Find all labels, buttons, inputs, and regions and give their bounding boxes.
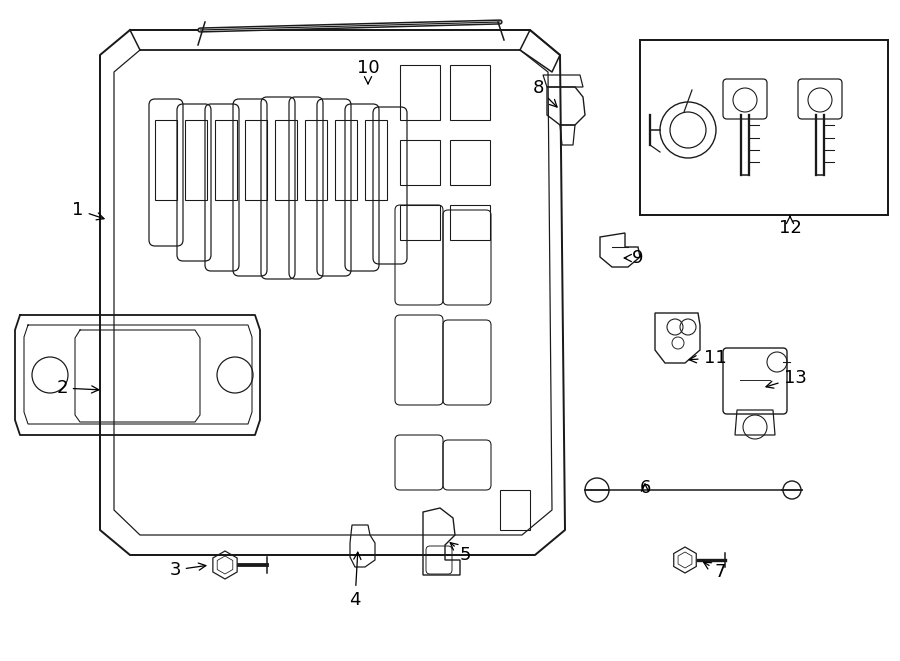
Text: 13: 13 bbox=[766, 369, 806, 388]
Text: 6: 6 bbox=[639, 479, 651, 497]
Text: 11: 11 bbox=[689, 349, 726, 367]
Text: 5: 5 bbox=[450, 543, 471, 564]
Text: 3: 3 bbox=[169, 561, 206, 579]
Bar bbox=[640, 40, 888, 215]
Text: 9: 9 bbox=[625, 249, 643, 267]
Text: 7: 7 bbox=[704, 562, 725, 581]
Text: 10: 10 bbox=[356, 59, 379, 84]
Text: 8: 8 bbox=[532, 79, 557, 107]
Text: 4: 4 bbox=[349, 552, 361, 609]
Text: 1: 1 bbox=[72, 201, 104, 220]
Text: 12: 12 bbox=[778, 216, 801, 237]
Text: 2: 2 bbox=[56, 379, 99, 397]
